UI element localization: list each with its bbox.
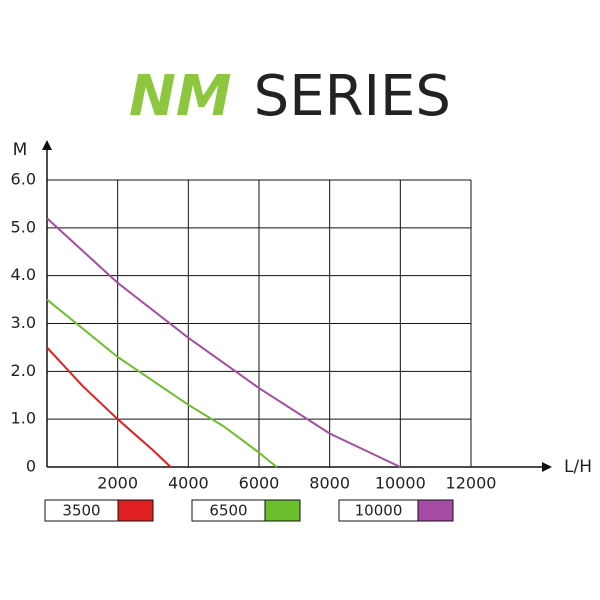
y-tick-label: 3.0 — [11, 313, 36, 332]
y-axis-label: M — [13, 140, 28, 160]
legend-label: 10000 — [355, 502, 403, 520]
chart-title: NM — [129, 64, 232, 129]
line-series — [46, 298, 278, 468]
legend-label: 3500 — [62, 502, 100, 520]
chart-title: SERIES — [254, 64, 451, 129]
line-series — [46, 217, 401, 468]
y-tick-label: 6.0 — [11, 170, 36, 189]
x-axis-arrow — [542, 462, 552, 472]
legend-swatch — [117, 499, 154, 522]
x-tick-label: 2000 — [97, 474, 138, 493]
y-tick-label: 1.0 — [11, 409, 36, 428]
x-axis-label: L/H — [564, 457, 592, 477]
x-tick-label: 6000 — [239, 474, 280, 493]
legend-label: 6500 — [209, 502, 247, 520]
legend-swatch — [264, 499, 301, 522]
y-tick-label: 5.0 — [11, 217, 36, 236]
x-tick-label: 12000 — [446, 474, 497, 493]
y-axis-arrow — [42, 140, 52, 150]
x-tick-label: 8000 — [309, 474, 350, 493]
y-tick-label: 4.0 — [11, 265, 36, 284]
x-tick-label: 10000 — [375, 474, 426, 493]
line-series — [46, 346, 172, 468]
y-tick-label: 2.0 — [11, 361, 36, 380]
y-tick-label: 0 — [26, 457, 36, 476]
x-tick-label: 4000 — [168, 474, 209, 493]
legend-swatch — [417, 499, 454, 522]
